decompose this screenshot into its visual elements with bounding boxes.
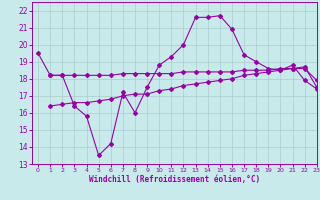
X-axis label: Windchill (Refroidissement éolien,°C): Windchill (Refroidissement éolien,°C) [89,175,260,184]
